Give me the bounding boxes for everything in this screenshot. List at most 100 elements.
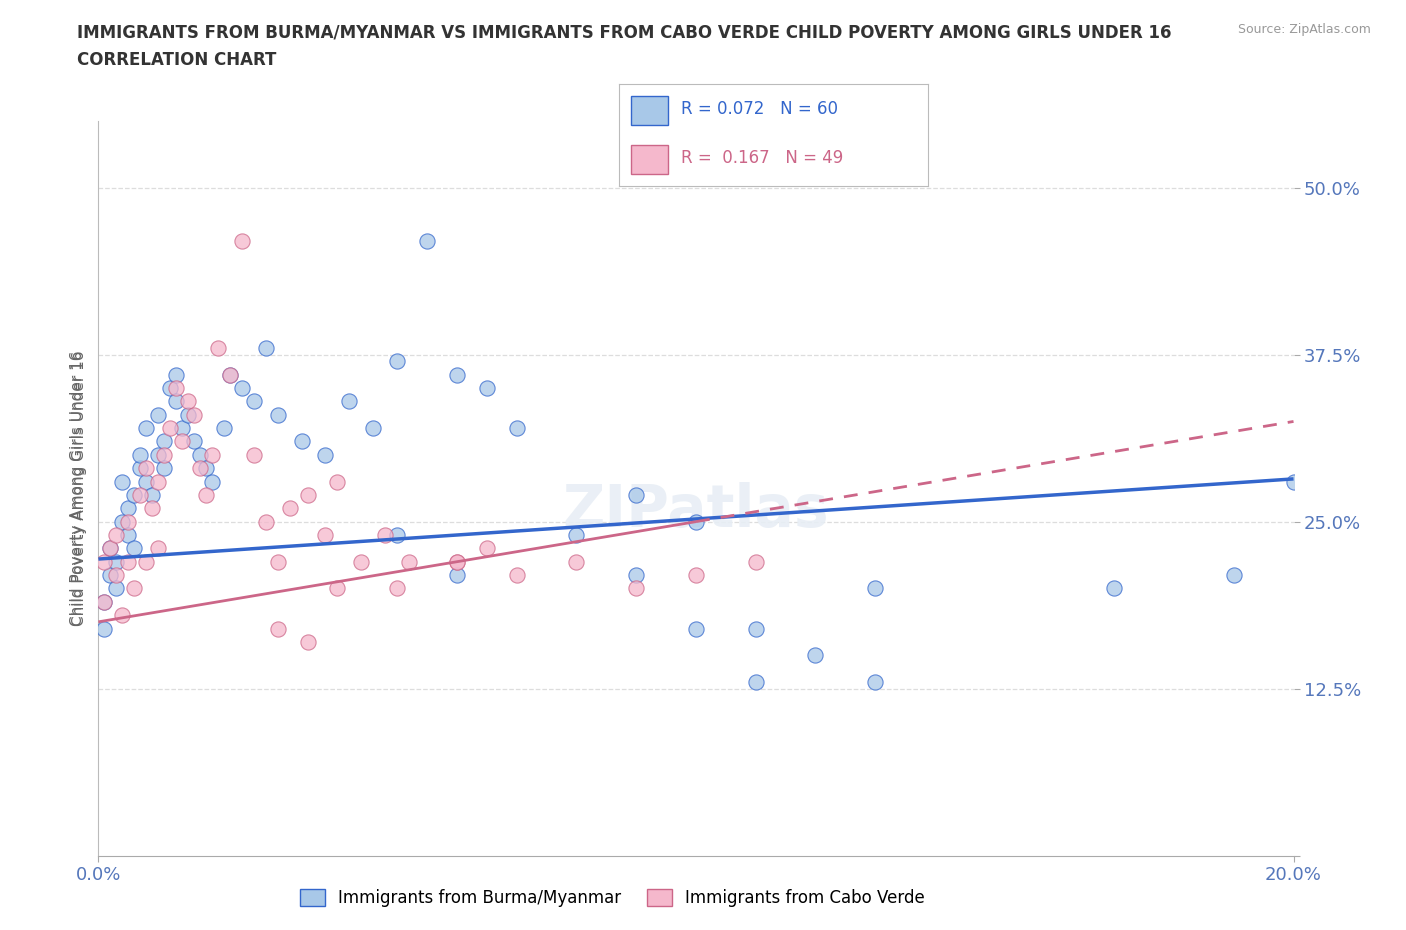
Point (416, 233, 439, 248)
Point (865, 581, 887, 596)
Point (201, 474, 224, 489)
Point (291, 434, 314, 449)
Text: CORRELATION CHART: CORRELATION CHART (77, 51, 277, 69)
Point (267, 621, 290, 636)
Point (326, 581, 349, 596)
Point (745, 674, 768, 689)
Point (745, 554, 768, 569)
Point (153, 447, 176, 462)
Point (195, 487, 218, 502)
Point (148, 447, 170, 462)
Point (153, 460, 176, 475)
Point (188, 460, 211, 475)
Point (1223, 567, 1246, 582)
Point (506, 567, 529, 582)
Point (219, 367, 242, 382)
Point (98, 541, 122, 556)
Point (124, 541, 146, 556)
Point (254, 340, 277, 355)
Legend: Immigrants from Burma/Myanmar, Immigrants from Cabo Verde: Immigrants from Burma/Myanmar, Immigrant… (294, 882, 931, 913)
Point (243, 447, 266, 462)
Text: ZIPatlas: ZIPatlas (562, 482, 830, 538)
Point (446, 367, 468, 382)
Point (159, 420, 181, 435)
Point (626, 567, 648, 582)
Point (172, 434, 194, 449)
Point (219, 367, 242, 382)
Point (135, 554, 157, 569)
Point (315, 527, 337, 542)
Y-axis label: Child Poverty Among Girls Under 16: Child Poverty Among Girls Under 16 (69, 351, 84, 626)
Point (177, 407, 200, 422)
Point (141, 501, 163, 516)
Point (129, 447, 152, 462)
Point (363, 420, 385, 435)
Point (117, 514, 139, 529)
Point (129, 460, 152, 475)
Point (93, 594, 115, 609)
Point (105, 581, 128, 596)
Point (111, 514, 134, 529)
Point (93, 554, 115, 569)
Text: Source: ZipAtlas.com: Source: ZipAtlas.com (1237, 23, 1371, 36)
Point (385, 581, 409, 596)
Point (124, 581, 146, 596)
Point (685, 621, 707, 636)
Point (93, 621, 115, 636)
Point (188, 447, 211, 462)
Y-axis label: Child Poverty Among Girls Under 16: Child Poverty Among Girls Under 16 (72, 351, 87, 626)
Point (315, 447, 337, 462)
Point (117, 527, 139, 542)
Point (1282, 474, 1305, 489)
Point (339, 394, 361, 409)
Point (207, 340, 229, 355)
Point (267, 407, 290, 422)
Point (98, 567, 122, 582)
Point (804, 648, 827, 663)
Text: IMMIGRANTS FROM BURMA/MYANMAR VS IMMIGRANTS FROM CABO VERDE CHILD POVERTY AMONG : IMMIGRANTS FROM BURMA/MYANMAR VS IMMIGRA… (77, 23, 1171, 41)
Point (148, 407, 170, 422)
Point (177, 394, 200, 409)
Point (105, 527, 128, 542)
Point (165, 380, 187, 395)
Point (243, 394, 266, 409)
Point (183, 434, 205, 449)
Point (105, 567, 128, 582)
Point (565, 527, 588, 542)
Point (148, 474, 170, 489)
Point (326, 474, 349, 489)
Point (565, 554, 588, 569)
Point (129, 487, 152, 502)
Point (385, 354, 409, 369)
Text: R =  0.167   N = 49: R = 0.167 N = 49 (681, 150, 842, 167)
Text: R = 0.072   N = 60: R = 0.072 N = 60 (681, 100, 838, 118)
Point (117, 501, 139, 516)
Point (135, 460, 157, 475)
Point (135, 420, 157, 435)
Point (165, 367, 187, 382)
Point (254, 514, 277, 529)
Point (93, 594, 115, 609)
Point (446, 554, 468, 569)
Point (159, 380, 181, 395)
Point (745, 621, 768, 636)
Point (117, 554, 139, 569)
Point (446, 554, 468, 569)
FancyBboxPatch shape (631, 96, 668, 125)
Point (475, 380, 498, 395)
Point (685, 567, 707, 582)
Point (135, 474, 157, 489)
Point (1104, 581, 1126, 596)
Point (278, 501, 301, 516)
Point (446, 567, 468, 582)
Point (374, 527, 396, 542)
Point (385, 527, 409, 542)
FancyBboxPatch shape (631, 145, 668, 174)
Point (231, 233, 253, 248)
Point (350, 554, 373, 569)
Point (183, 407, 205, 422)
Point (626, 487, 648, 502)
Point (141, 487, 163, 502)
Point (212, 420, 235, 435)
Point (172, 420, 194, 435)
